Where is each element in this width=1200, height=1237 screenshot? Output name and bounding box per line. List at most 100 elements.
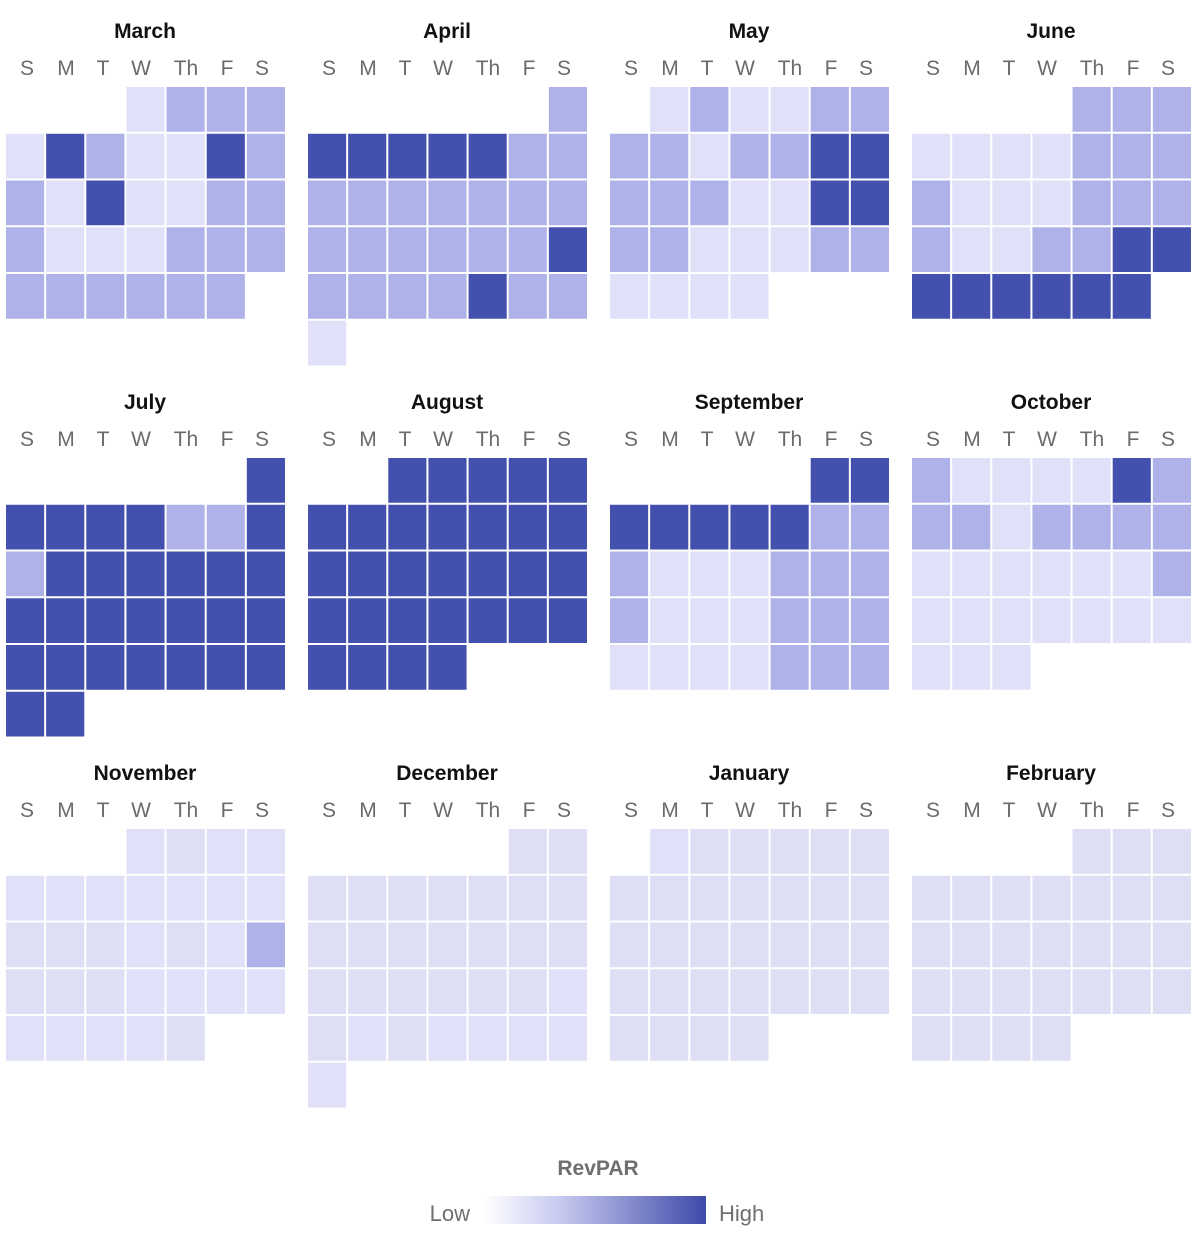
day-cell: February 16: 1 — [1112, 922, 1151, 968]
weekday-label: W — [131, 799, 151, 822]
month-title: August — [411, 391, 483, 414]
day-cell: October 8: 3 — [912, 504, 951, 550]
day-cell: January 11: 1 — [770, 875, 809, 921]
day-cell: September 18: 2 — [650, 598, 689, 643]
day-cell: January 7: 1 — [610, 875, 649, 921]
month-title: January — [709, 762, 790, 785]
day-cell: January 25: 1 — [770, 969, 809, 1014]
day-cell: September 10: 3 — [610, 551, 649, 597]
day-cell: March 6: 5 — [46, 133, 85, 179]
day-cell: July 11: 5 — [86, 551, 125, 597]
day-cell: April 13: 3 — [468, 180, 507, 226]
day-cell: November 8: 2 — [126, 875, 165, 921]
day-cell: August 21: 5 — [348, 598, 387, 643]
day-cell: December 12: 1 — [388, 922, 427, 968]
weekday-label: T — [701, 428, 714, 451]
day-cell: March 19: 3 — [6, 227, 45, 272]
day-cell: June 1: 3 — [1072, 87, 1111, 132]
day-cell: November 16: 1 — [166, 922, 205, 968]
weekday-label: S — [624, 799, 638, 822]
day-cell: September 6: 5 — [730, 504, 769, 550]
day-cell: March 20: 2 — [46, 227, 85, 272]
weekday-label: T — [97, 57, 110, 80]
day-cell: December 14: 1 — [468, 922, 507, 968]
day-cell: February 21: 1 — [1032, 969, 1071, 1014]
weekday-label: M — [661, 428, 679, 451]
day-cell: July 15: 5 — [246, 551, 285, 597]
day-cell: March 25: 3 — [246, 227, 285, 272]
day-cell: November 15: 2 — [126, 922, 165, 968]
day-cell: January 23: 1 — [690, 969, 729, 1014]
day-cell: November 23: 2 — [166, 969, 205, 1014]
day-cell: March 21: 2 — [86, 227, 125, 272]
day-cell: July 14: 5 — [206, 551, 245, 597]
day-cell: October 3: 2 — [992, 458, 1031, 503]
weekday-label: M — [661, 57, 679, 80]
day-cell: June 25: 5 — [912, 274, 951, 319]
day-cell: September 22: 3 — [810, 598, 849, 643]
weekday-label: S — [926, 57, 940, 80]
day-cell: February 5: 1 — [952, 875, 991, 921]
weekday-label: S — [926, 799, 940, 822]
day-cell: October 12: 3 — [1072, 504, 1111, 550]
month-title: December — [396, 762, 498, 785]
weekday-label: Th — [174, 57, 199, 80]
day-cell: July 6: 3 — [166, 504, 205, 550]
day-cell: May 20: 5 — [850, 180, 889, 226]
day-cell: July 23: 5 — [6, 645, 45, 690]
weekday-label: S — [322, 799, 336, 822]
day-cell: April 25: 3 — [388, 274, 427, 319]
day-cell: December 13: 1 — [428, 922, 467, 968]
weekday-label: S — [859, 57, 873, 80]
day-cell: November 14: 1 — [86, 922, 125, 968]
weekday-label: M — [359, 57, 377, 80]
weekday-label: S — [1161, 799, 1175, 822]
day-cell: October 29: 2 — [912, 645, 951, 690]
day-cell: September 28: 3 — [770, 645, 809, 690]
day-cell: May 28: 2 — [610, 274, 649, 319]
day-cell: October 9: 3 — [952, 504, 991, 550]
legend-low-label: Low — [429, 1201, 470, 1226]
day-cell: July 27: 5 — [166, 645, 205, 690]
day-cell: May 24: 2 — [730, 227, 769, 272]
day-cell: January 12: 1 — [810, 875, 849, 921]
weekday-label: M — [57, 428, 75, 451]
day-cell: December 10: 1 — [308, 922, 347, 968]
day-cell: October 7: 3 — [1152, 458, 1191, 503]
day-cell: January 30: 1 — [690, 1016, 729, 1061]
weekday-label: W — [433, 57, 453, 80]
day-cell: December 27: 2 — [428, 1016, 467, 1061]
weekday-label: T — [701, 799, 714, 822]
day-cell: April 19: 3 — [428, 227, 467, 272]
day-cell: December 23: 2 — [548, 969, 587, 1014]
day-cell: March 9: 2 — [166, 133, 205, 179]
day-cell: February 3: 1 — [1152, 829, 1191, 874]
weekday-label: S — [255, 57, 269, 80]
weekday-label: Th — [1080, 57, 1105, 80]
day-cell: October 1: 3 — [912, 458, 951, 503]
day-cell: March 29: 3 — [126, 274, 165, 319]
weekday-label: W — [735, 799, 755, 822]
day-cell: December 24: 1 — [308, 1016, 347, 1061]
day-cell: January 15: 1 — [650, 922, 689, 968]
day-cell: January 22: 1 — [650, 969, 689, 1014]
day-cell: February 1: 1 — [1072, 829, 1111, 874]
day-cell: June 22: 3 — [1072, 227, 1111, 272]
weekday-label: Th — [476, 57, 501, 80]
day-cell: December 9: 1 — [548, 875, 587, 921]
day-cell: October 10: 2 — [992, 504, 1031, 550]
day-cell: August 7: 5 — [348, 504, 387, 550]
day-cell: October 11: 3 — [1032, 504, 1071, 550]
day-cell: January 10: 1 — [730, 875, 769, 921]
day-cell: April 16: 3 — [308, 227, 347, 272]
day-cell: March 23: 3 — [166, 227, 205, 272]
day-cell: January 28: 1 — [610, 1016, 649, 1061]
day-cell: September 1: 5 — [810, 458, 849, 503]
legend-title: RevPAR — [557, 1157, 639, 1180]
weekday-label: S — [322, 57, 336, 80]
day-cell: September 16: 3 — [850, 551, 889, 597]
day-cell: March 26: 3 — [6, 274, 45, 319]
